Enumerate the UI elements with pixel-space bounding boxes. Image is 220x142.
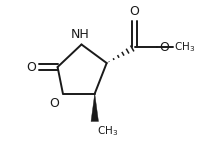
- Text: O: O: [130, 5, 139, 18]
- Text: NH: NH: [71, 28, 90, 41]
- Text: CH$_3$: CH$_3$: [97, 124, 119, 138]
- Text: O: O: [26, 60, 36, 74]
- Text: O: O: [50, 97, 60, 110]
- Text: CH$_3$: CH$_3$: [174, 40, 196, 54]
- Polygon shape: [91, 94, 99, 121]
- Text: O: O: [159, 41, 169, 54]
